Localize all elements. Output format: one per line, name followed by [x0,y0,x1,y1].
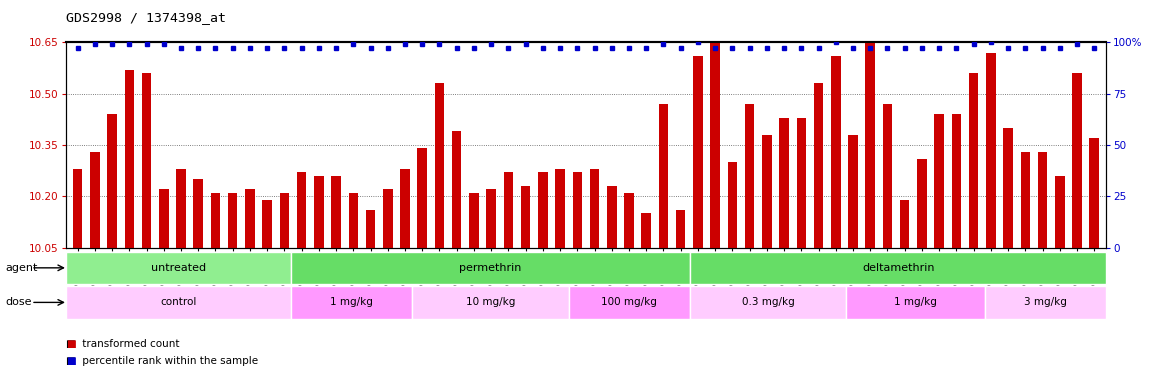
Bar [728,162,737,248]
Bar [210,193,220,248]
Bar [690,286,846,319]
Bar [504,172,513,248]
Bar [297,172,306,248]
Bar [159,189,169,248]
Text: 10 mg/kg: 10 mg/kg [466,297,515,308]
Text: 1 mg/kg: 1 mg/kg [330,297,374,308]
Bar [193,179,202,248]
Bar [797,118,806,248]
Bar [66,252,291,284]
Bar [693,56,703,248]
Bar [400,169,409,248]
Text: 0.3 mg/kg: 0.3 mg/kg [742,297,795,308]
Bar [314,176,323,248]
Bar [228,193,237,248]
Bar [762,135,772,248]
Text: 1 mg/kg: 1 mg/kg [894,297,937,308]
Bar [366,210,375,248]
Bar [1072,73,1082,248]
Bar [883,104,892,248]
Bar [141,73,152,248]
Bar [486,189,496,248]
Text: GDS2998 / 1374398_at: GDS2998 / 1374398_at [66,12,225,25]
Bar [331,176,340,248]
Bar [690,252,1106,284]
Bar [521,186,530,248]
Bar [452,131,461,248]
Bar [262,200,271,248]
Bar [969,73,979,248]
Bar [935,114,944,248]
Bar [900,200,910,248]
Bar [1003,128,1013,248]
Text: ■  percentile rank within the sample: ■ percentile rank within the sample [66,356,258,366]
Bar [745,104,754,248]
Bar [245,189,254,248]
Bar [1037,152,1048,248]
Bar [607,186,616,248]
Bar [124,70,135,248]
Bar [590,169,599,248]
Text: ■  transformed count: ■ transformed count [66,339,179,349]
Bar [831,56,841,248]
Bar [417,148,427,248]
Bar [846,286,984,319]
Text: control: control [160,297,197,308]
Text: agent: agent [6,263,38,273]
Bar [780,118,789,248]
Bar [814,83,823,248]
Text: untreated: untreated [151,263,206,273]
Text: deltamethrin: deltamethrin [861,263,935,273]
Bar [66,286,291,319]
Bar [1020,152,1030,248]
Bar [176,169,186,248]
Bar [952,114,961,248]
Bar [348,193,358,248]
Bar [279,193,289,248]
Bar [986,53,996,248]
Bar [918,159,927,248]
Bar [642,214,651,248]
Bar [676,210,685,248]
Bar [573,172,582,248]
Text: 3 mg/kg: 3 mg/kg [1025,297,1067,308]
Text: ■: ■ [66,356,75,366]
Bar [711,32,720,248]
Bar [383,189,392,248]
Bar [291,252,690,284]
Bar [1089,138,1099,248]
Bar [659,104,668,248]
Bar [107,114,117,248]
Bar [90,152,100,248]
Text: ■: ■ [66,339,75,349]
Bar [72,169,83,248]
Bar [624,193,634,248]
Bar [849,135,858,248]
Bar [568,286,690,319]
Bar [469,193,478,248]
Bar [555,169,565,248]
Text: permethrin: permethrin [459,263,522,273]
Text: 100 mg/kg: 100 mg/kg [601,297,658,308]
Text: dose: dose [6,297,32,308]
Bar [538,172,547,248]
Bar [984,286,1106,319]
Bar [291,286,413,319]
Bar [413,286,568,319]
Bar [1055,176,1065,248]
Bar [435,83,444,248]
Bar [866,39,875,248]
